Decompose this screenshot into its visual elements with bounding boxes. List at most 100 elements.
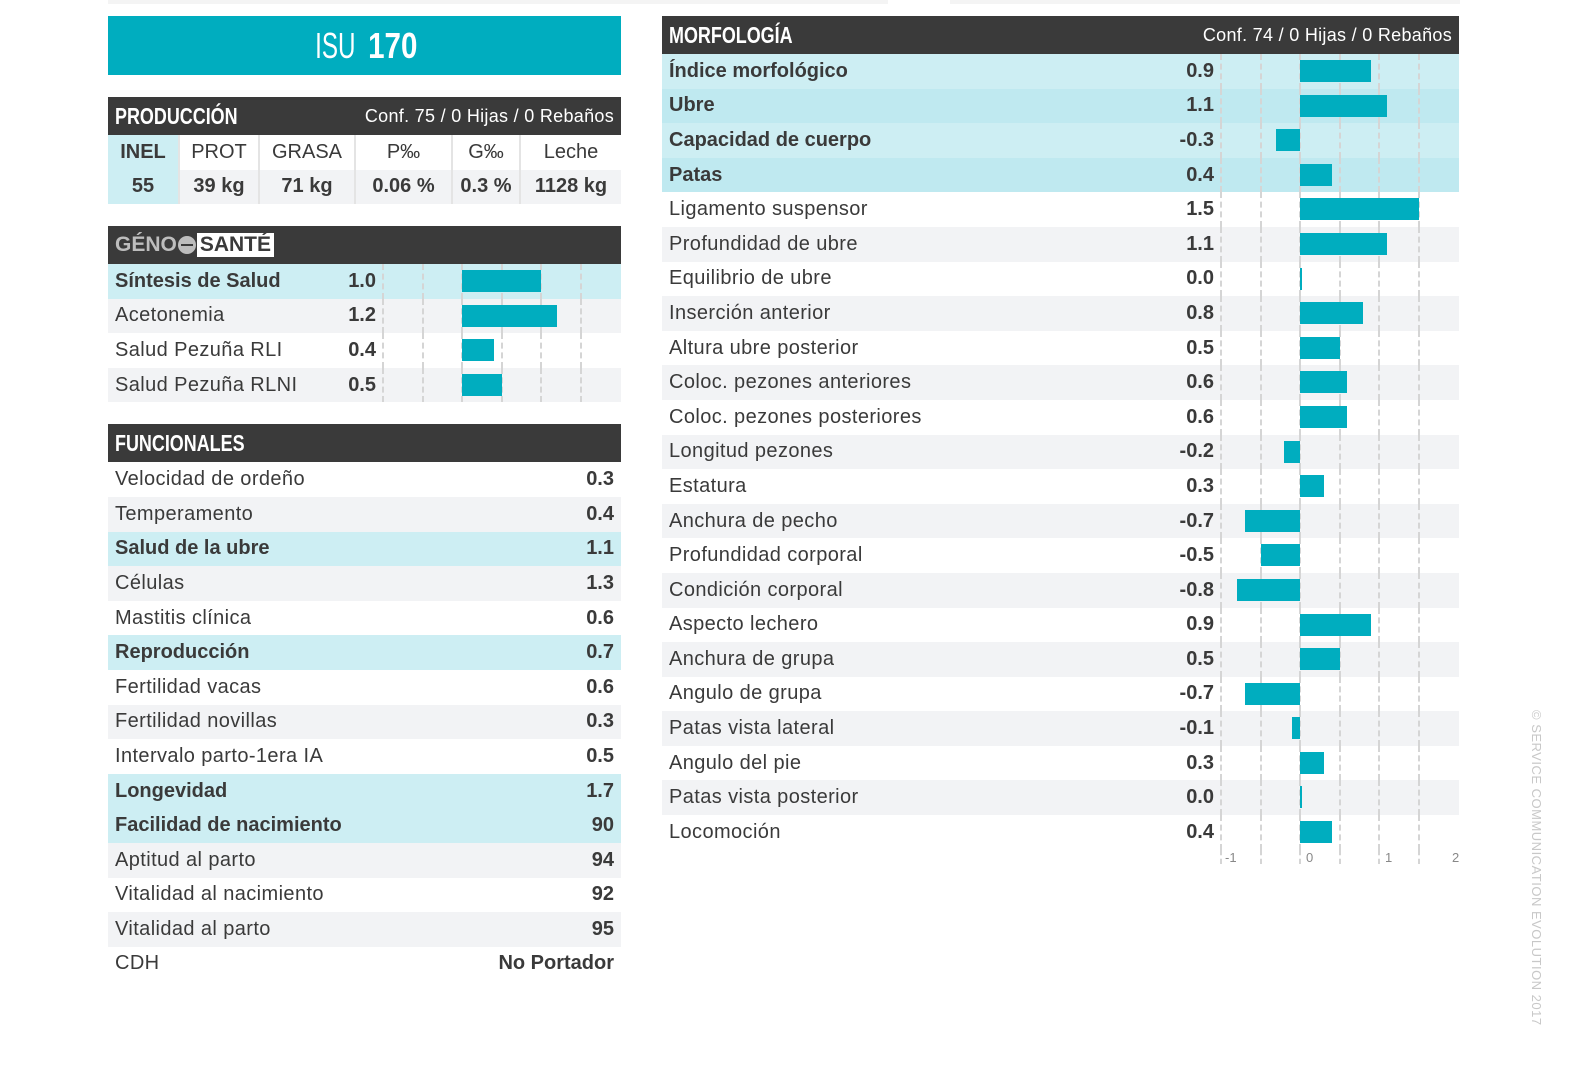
row-value: 0.9: [1186, 59, 1214, 82]
row-label: Angulo del pie: [669, 751, 802, 774]
gridline: [1378, 365, 1380, 400]
row-value: 0.3: [1186, 474, 1214, 497]
table-row: Patas 0.4: [662, 157, 1459, 193]
axis-tick-label: -1: [1225, 849, 1237, 865]
row-label: Ubre: [669, 94, 715, 117]
table-row: Patas vista lateral -0.1: [662, 711, 1459, 746]
produccion-header-cell: G‰: [451, 135, 519, 170]
gridline: [1378, 123, 1380, 158]
table-row: Longevidad 1.7: [108, 773, 621, 809]
gridline: [1417, 88, 1420, 124]
gridline: [1220, 365, 1222, 400]
row-label: Ligamento suspensor: [669, 198, 868, 221]
value-bar: [1300, 751, 1324, 774]
produccion-header-cell: INEL: [108, 135, 178, 170]
gridline: [421, 264, 424, 299]
produccion-title: PRODUCCIÓN: [115, 102, 238, 129]
row-value: 0.6: [586, 606, 614, 629]
row-label: Profundidad de ubre: [669, 232, 858, 255]
row-label: Equilibrio de ubre: [669, 267, 832, 290]
gridline: [1338, 711, 1341, 746]
row-value: 0.6: [1186, 405, 1214, 428]
row-label: Angulo de grupa: [669, 682, 822, 705]
table-row: Fertilidad novillas 0.3: [108, 704, 621, 740]
row-value: 0.3: [586, 468, 614, 491]
gridline: [1378, 54, 1380, 89]
gridline: [1299, 538, 1301, 573]
value-bar: [1260, 544, 1300, 567]
gridline: [540, 367, 542, 403]
value-bar: [1300, 336, 1340, 359]
gridline: [1417, 745, 1420, 781]
gridline: [1259, 226, 1262, 262]
row-value: -0.5: [1179, 544, 1214, 567]
row-value: 1.2: [348, 304, 376, 327]
gridline: [1338, 157, 1341, 193]
row-label: Anchura de grupa: [669, 647, 835, 670]
morfologia-title: MORFOLOGÍA: [669, 21, 793, 48]
produccion-value-cell: 71 kg: [258, 169, 354, 204]
gridline: [1259, 330, 1262, 366]
value-bar: [462, 304, 557, 327]
produccion-header: PRODUCCIÓN Conf. 75 / 0 Hijas / 0 Rebaño…: [108, 97, 621, 135]
gridline: [1417, 296, 1420, 331]
gridline: [1259, 711, 1262, 746]
gridline: [1417, 54, 1420, 89]
row-value: 0.5: [1186, 647, 1214, 670]
gridline: [421, 367, 424, 403]
value-bar: [1300, 648, 1340, 671]
gridline: [1378, 711, 1380, 746]
gridline: [1378, 434, 1380, 470]
gridline: [1220, 849, 1222, 864]
gridline: [1220, 815, 1222, 850]
gridline: [1299, 434, 1301, 470]
row-label: Facilidad de nacimiento: [115, 814, 342, 837]
gridline: [1220, 503, 1222, 539]
produccion-value-cell: 0.3 %: [451, 169, 519, 204]
row-label: Coloc. pezones anteriores: [669, 371, 912, 394]
value-bar: [462, 270, 541, 292]
row-label: CDH: [115, 952, 160, 975]
gridline: [1338, 538, 1341, 573]
table-row: Angulo del pie 0.3: [662, 745, 1459, 781]
gridline: [1220, 745, 1222, 781]
gridline: [1259, 607, 1262, 643]
genosante-logo-right: SANTÉ: [196, 233, 275, 257]
gridline: [1259, 88, 1262, 124]
row-label: Longevidad: [115, 779, 228, 802]
row-label: Salud Pezuña RLI: [115, 338, 283, 361]
row-value: 0.8: [1186, 301, 1214, 324]
gridline: [1220, 538, 1222, 573]
gridline: [1378, 157, 1380, 193]
gridline: [1378, 399, 1380, 435]
row-value: 0.3: [586, 710, 614, 733]
gridline: [540, 333, 542, 368]
row-value: 0.4: [348, 338, 376, 361]
row-value: 1.5: [1186, 198, 1214, 221]
table-row: Intervalo parto-1era IA 0.5: [108, 739, 621, 774]
gridline: [1220, 157, 1222, 193]
gridline: [1378, 745, 1380, 781]
gridline: [1417, 261, 1420, 297]
gridline: [421, 333, 424, 368]
watermark: © SERVICE COMMUNICATION EVOLUTION 2017: [1529, 710, 1544, 1026]
table-row: Fertilidad vacas 0.6: [108, 669, 621, 705]
gridline: [1417, 711, 1420, 746]
table-row: Vitalidad al parto 95: [108, 912, 621, 947]
row-value: 1.1: [1186, 94, 1214, 117]
gridline: [1259, 192, 1262, 227]
gridline: [1220, 88, 1222, 124]
row-value: -0.1: [1179, 717, 1214, 740]
value-bar: [1300, 232, 1387, 255]
value-bar: [462, 339, 494, 362]
value-bar: [1276, 129, 1300, 152]
gridline: [1220, 399, 1222, 435]
produccion-conf: Conf. 75 / 0 Hijas / 0 Rebaños: [364, 105, 614, 126]
table-row: Índice morfológico 0.9: [662, 54, 1459, 89]
genosante-logo: GÉNO SANTÉ: [115, 233, 275, 257]
left-panel: ISU 170 PRODUCCIÓN Conf. 75 / 0 Hijas / …: [108, 16, 621, 982]
table-row: Equilibrio de ubre 0.0: [662, 261, 1459, 297]
row-value: -0.7: [1179, 682, 1214, 705]
row-value: 0.9: [1186, 613, 1214, 636]
row-value: 94: [591, 848, 614, 871]
